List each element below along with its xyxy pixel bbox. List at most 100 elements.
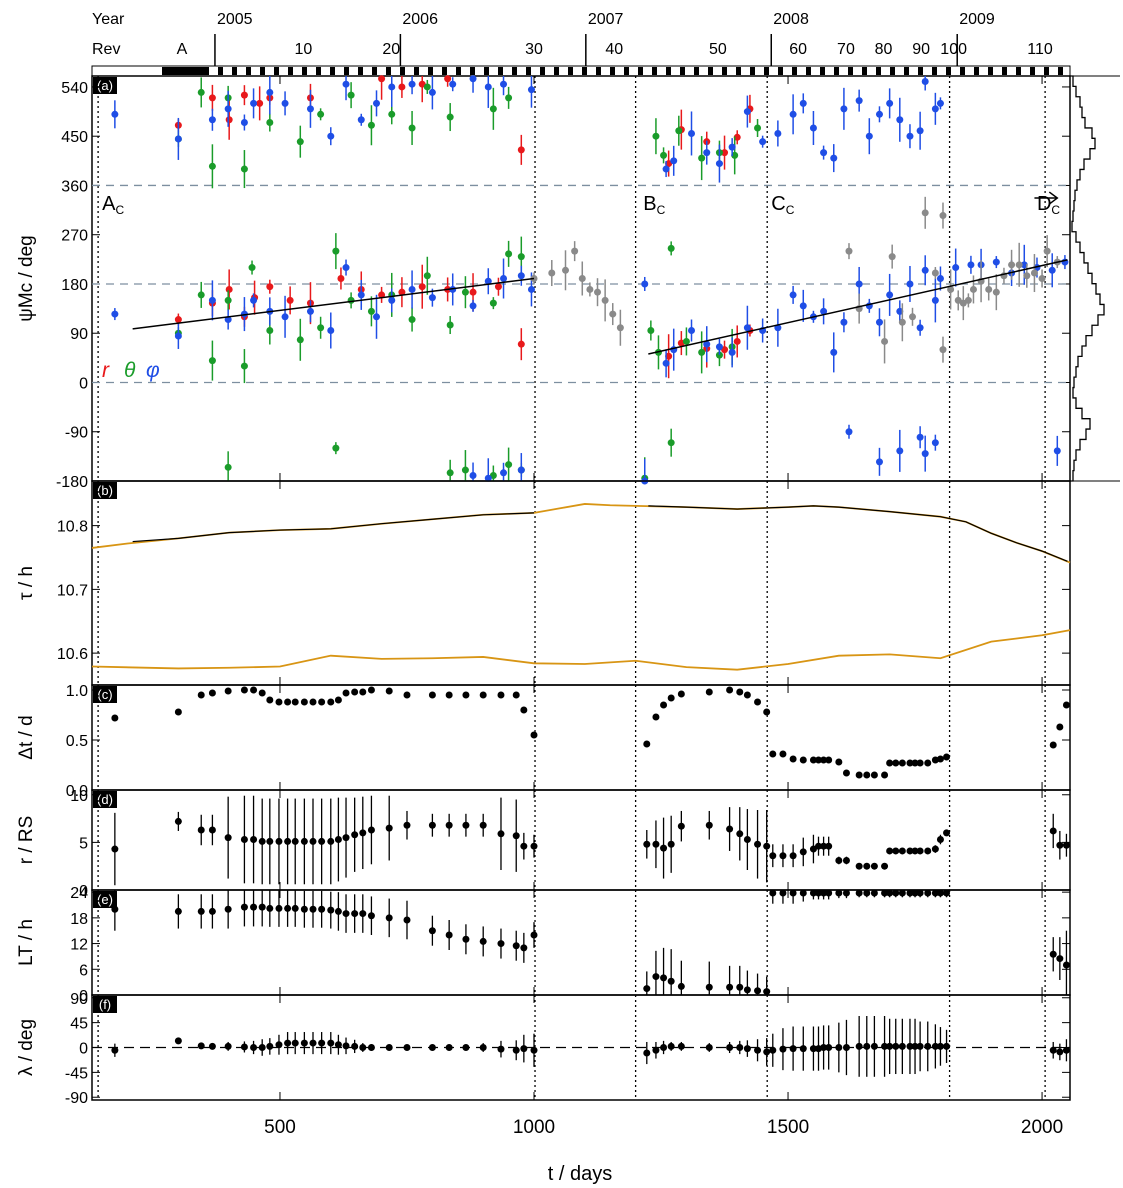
year-tick-label: 2009 <box>959 11 995 28</box>
orbit-segment-thick <box>162 67 204 75</box>
data-point-φ <box>469 302 477 310</box>
panel-frame <box>91 789 1071 891</box>
data-point-φ <box>820 307 828 315</box>
data-point <box>445 821 453 829</box>
orbit-segment <box>568 67 573 75</box>
data-point-θ <box>446 321 454 329</box>
data-point-φ <box>916 127 924 135</box>
orbit-segment <box>344 67 349 75</box>
data-point <box>197 691 205 699</box>
data-point-gray <box>578 275 586 282</box>
data-point <box>1049 950 1057 958</box>
data-point <box>906 759 914 767</box>
data-point-θ <box>367 307 375 315</box>
data-point <box>667 977 675 985</box>
y-axis-label: τ / h <box>16 566 37 600</box>
data-point <box>789 852 797 860</box>
data-point-r <box>444 75 452 83</box>
data-point <box>705 688 713 696</box>
panel-1: (a) ψMc / deg -180 -90 0 90 180 270 360 450 540 AC B… <box>16 75 1071 491</box>
rev-tick-label: 40 <box>605 41 623 58</box>
data-point-φ <box>306 105 314 113</box>
data-point <box>835 889 843 897</box>
data-point-φ <box>500 469 508 477</box>
orbit-segment <box>1058 67 1063 75</box>
data-point-r <box>733 133 741 141</box>
rev-axis-label: Rev <box>92 41 120 58</box>
data-point <box>881 771 889 779</box>
data-point <box>284 904 292 912</box>
data-point <box>855 889 863 897</box>
data-point <box>359 688 367 696</box>
data-point-θ <box>197 291 205 299</box>
period-line-upper <box>91 503 1071 564</box>
orbit-segment <box>302 67 307 75</box>
data-point <box>300 905 308 913</box>
data-point <box>240 686 248 694</box>
rev-tick-label: 50 <box>709 41 727 58</box>
data-point <box>174 817 182 825</box>
data-point <box>881 889 889 897</box>
data-point <box>359 910 367 918</box>
data-point-r <box>665 352 673 360</box>
data-point-φ <box>342 80 350 88</box>
data-point-φ <box>1020 261 1028 269</box>
data-point-φ <box>174 332 182 340</box>
panel-frame <box>91 684 1071 791</box>
data-point <box>943 753 951 761</box>
data-point <box>385 1044 393 1051</box>
data-point-φ <box>845 428 853 436</box>
data-point-gray <box>601 296 609 304</box>
orbit-segment <box>946 67 951 75</box>
data-point-r <box>494 283 502 291</box>
data-point-r <box>398 83 406 91</box>
data-point <box>309 905 317 913</box>
data-point <box>906 847 914 855</box>
orbit-segment <box>960 67 965 75</box>
orbit-segment <box>792 67 797 75</box>
orbit-segment <box>442 67 447 75</box>
data-point <box>403 691 411 699</box>
data-point-φ <box>266 88 274 96</box>
year-tick-label: 2005 <box>217 11 253 28</box>
orbit-segment <box>666 67 671 75</box>
component-label: θ <box>124 359 136 382</box>
data-point-φ <box>936 275 944 282</box>
data-point <box>667 840 675 848</box>
orbit-segment <box>750 67 755 75</box>
data-point-θ <box>660 151 668 159</box>
data-point-φ <box>662 165 670 173</box>
orbit-segment <box>764 67 769 75</box>
data-point <box>809 845 817 853</box>
data-point-φ <box>759 138 767 146</box>
data-point <box>898 1042 906 1050</box>
data-point <box>924 847 932 855</box>
data-point <box>736 1044 744 1051</box>
data-point-φ <box>373 313 381 321</box>
data-point <box>275 698 283 706</box>
data-point-φ <box>1048 266 1056 274</box>
orbit-segment <box>400 67 405 75</box>
data-point <box>266 696 274 704</box>
data-point <box>820 756 828 764</box>
data-point <box>769 750 777 758</box>
data-point-φ <box>921 266 929 274</box>
panel-label: (a) <box>97 78 113 93</box>
data-point-r <box>208 94 216 102</box>
orbit-segment <box>862 67 867 75</box>
data-point <box>284 1039 292 1047</box>
orbit-segment <box>428 67 433 75</box>
data-point-gray <box>939 346 947 354</box>
data-point-φ <box>936 99 944 107</box>
data-point <box>677 690 685 698</box>
data-point <box>789 755 797 763</box>
data-point-gray <box>609 310 617 318</box>
data-point <box>318 837 326 845</box>
data-point <box>250 686 258 694</box>
data-point <box>809 889 817 897</box>
data-point-φ <box>789 291 797 299</box>
data-point <box>870 771 878 779</box>
data-point <box>789 1045 797 1053</box>
data-point-φ <box>500 275 508 282</box>
orbit-segment <box>204 67 209 75</box>
